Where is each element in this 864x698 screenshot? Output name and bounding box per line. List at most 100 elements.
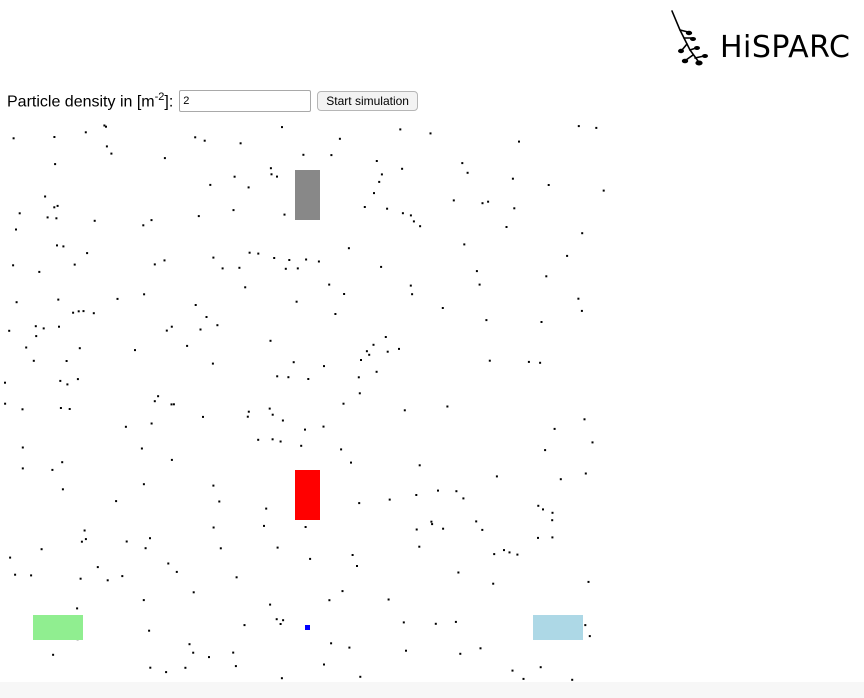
- particle: [82, 310, 85, 313]
- particle: [363, 206, 366, 208]
- particle: [401, 167, 404, 170]
- particle: [516, 553, 519, 556]
- particle: [403, 409, 406, 412]
- particle: [415, 528, 418, 531]
- hisparc-logo-text: HiSPARC: [720, 30, 851, 65]
- particle: [52, 653, 55, 656]
- particle: [165, 329, 168, 332]
- particle: [378, 180, 381, 183]
- particle: [505, 226, 508, 228]
- footer-strip: [0, 682, 864, 698]
- particle: [140, 447, 143, 450]
- particle: [79, 577, 82, 580]
- particle: [401, 212, 404, 215]
- detector-middle: [295, 470, 320, 520]
- particle: [76, 607, 79, 610]
- particle: [233, 175, 236, 178]
- particle: [271, 438, 274, 441]
- particle: [263, 524, 265, 527]
- particle: [257, 438, 260, 441]
- particle: [110, 152, 113, 155]
- particle: [281, 419, 284, 422]
- particle: [157, 395, 160, 398]
- particle: [235, 576, 238, 579]
- particle: [359, 675, 362, 678]
- particle: [144, 547, 147, 550]
- density-input[interactable]: [179, 90, 312, 112]
- particle: [61, 488, 64, 491]
- particle: [577, 125, 580, 128]
- particle: [211, 362, 214, 365]
- particle: [76, 378, 79, 381]
- particle: [165, 671, 168, 674]
- particle: [65, 360, 68, 362]
- particle: [419, 225, 422, 228]
- particle: [257, 252, 260, 255]
- particle: [595, 126, 598, 129]
- particle: [232, 209, 235, 212]
- detector-bottom-right: [533, 615, 583, 640]
- hisparc-tree-icon: [671, 10, 708, 66]
- particle: [441, 307, 444, 309]
- particle: [238, 266, 241, 269]
- particle: [248, 251, 251, 254]
- particle: [527, 360, 530, 363]
- particle: [588, 635, 591, 638]
- particle: [199, 328, 202, 331]
- particle: [296, 267, 299, 270]
- particle: [475, 520, 478, 523]
- particle: [287, 376, 290, 379]
- particle: [551, 519, 554, 522]
- particle: [487, 200, 490, 203]
- particle: [116, 297, 119, 300]
- particle: [452, 199, 455, 202]
- particle: [18, 212, 21, 215]
- particle: [218, 500, 221, 503]
- particle: [212, 484, 215, 487]
- simulation-controls: Particle density in [m-2]: Start simulat…: [7, 89, 418, 113]
- particle: [544, 449, 547, 452]
- particle: [221, 267, 224, 270]
- particle: [9, 556, 12, 559]
- particle: [170, 458, 173, 461]
- particle: [481, 528, 484, 531]
- particle: [167, 562, 170, 565]
- particle: [539, 666, 542, 669]
- particle: [21, 446, 24, 449]
- particle: [203, 139, 206, 142]
- particle: [276, 546, 279, 549]
- particle: [360, 359, 362, 361]
- particle: [56, 204, 59, 207]
- particle: [380, 173, 383, 176]
- particle: [106, 579, 109, 582]
- particle: [35, 335, 38, 338]
- start-simulation-button[interactable]: Start simulation: [317, 91, 418, 111]
- particle: [398, 347, 400, 350]
- particle: [243, 624, 246, 627]
- particle: [269, 167, 272, 170]
- particle: [219, 547, 222, 550]
- particle: [399, 128, 402, 131]
- particle: [511, 177, 514, 180]
- particle: [384, 336, 387, 338]
- particle: [21, 408, 24, 411]
- particle: [239, 142, 242, 145]
- particle: [44, 195, 47, 198]
- particle: [209, 183, 212, 186]
- particle: [292, 361, 295, 364]
- density-label: Particle density in [m-2]:: [7, 90, 174, 111]
- particle: [197, 215, 200, 218]
- particle: [12, 137, 15, 140]
- particle: [184, 666, 187, 669]
- particle: [280, 677, 283, 680]
- particle: [434, 622, 437, 625]
- particle: [368, 353, 371, 356]
- particle: [386, 350, 389, 353]
- particle: [269, 603, 272, 606]
- particle: [276, 375, 279, 378]
- particle: [459, 652, 462, 655]
- particle: [466, 171, 469, 174]
- particle: [503, 549, 505, 552]
- particle: [317, 260, 320, 263]
- particle: [488, 359, 491, 362]
